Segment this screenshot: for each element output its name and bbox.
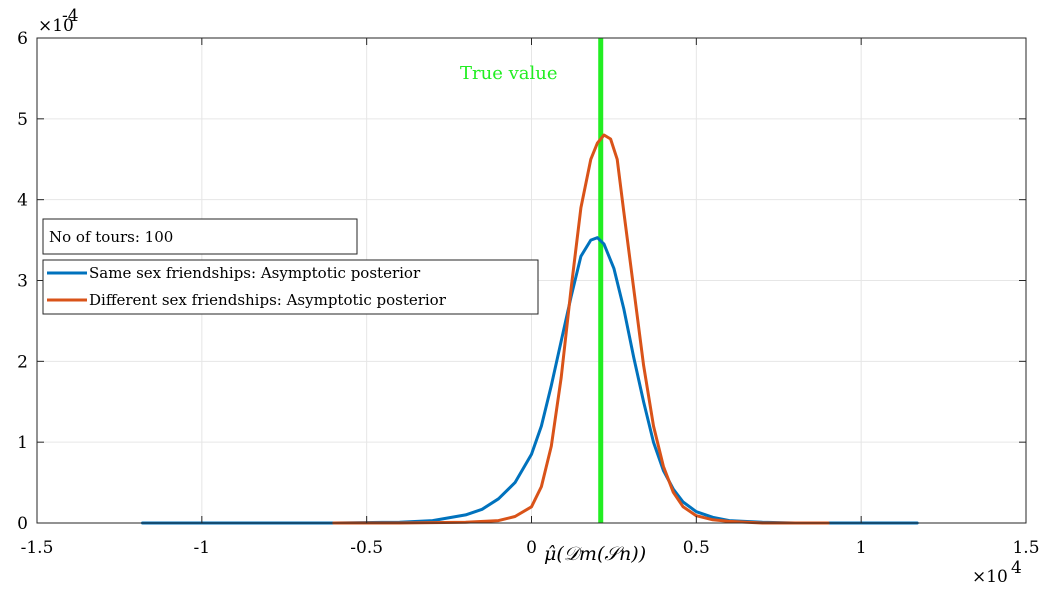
tours-textbox-label: No of tours: 100 <box>49 228 173 246</box>
x-tick-label: -1 <box>194 538 211 558</box>
x-tick-label: 0.5 <box>683 538 710 558</box>
legend-label-different-sex: Different sex friendships: Asymptotic po… <box>89 291 447 309</box>
x-axis-label: μ̂(𝒟m(𝒮n)) <box>544 543 646 565</box>
ticks-group: -1.5 -1 -0.5 0 0.5 1 1.5 0 1 2 3 4 5 6 <box>17 29 1039 558</box>
x-tick-label: 1 <box>856 538 867 558</box>
y-tick-label: 0 <box>17 514 28 534</box>
series-line-different-sex <box>332 133 830 525</box>
x-tick-label: -1.5 <box>21 538 54 558</box>
y-tick-label: 3 <box>17 272 28 292</box>
true-value-annotation: True value <box>460 63 557 84</box>
x-tick-label: -0.5 <box>350 538 383 558</box>
x-tick-label: 0 <box>526 538 537 558</box>
tours-textbox <box>42 218 358 255</box>
y-exponent-power: -4 <box>62 6 79 26</box>
y-exponent-label: ×10 <box>38 16 74 36</box>
y-tick-label: 4 <box>17 191 28 211</box>
y-tick-label: 5 <box>17 110 28 130</box>
x-exponent-label: ×10 <box>972 567 1008 587</box>
legend-box <box>42 259 539 315</box>
x-tick-label: 1.5 <box>1012 538 1039 558</box>
series-line-same-sex <box>141 236 919 525</box>
y-tick-label: 1 <box>17 433 28 453</box>
x-exponent-power: 4 <box>1011 558 1022 578</box>
y-tick-label: 2 <box>17 352 28 372</box>
series-group <box>141 133 919 525</box>
legend-label-same-sex: Same sex friendships: Asymptotic posteri… <box>89 264 421 282</box>
y-tick-label: 6 <box>17 29 28 49</box>
